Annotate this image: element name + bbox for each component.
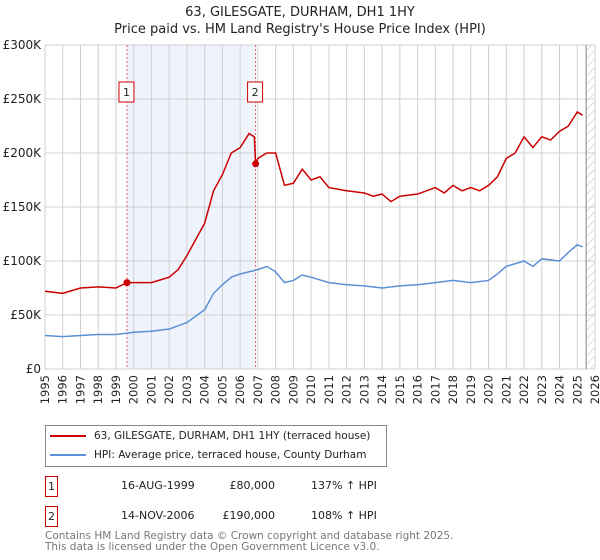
x-tick-label: 2013 bbox=[357, 375, 371, 404]
sale-date: 14-NOV-2006 bbox=[121, 509, 195, 522]
x-tick-label: 2005 bbox=[215, 375, 229, 404]
x-tick-label: 2010 bbox=[304, 375, 318, 404]
x-tick-label: 1998 bbox=[91, 375, 105, 404]
legend-item-hpi: HPI: Average price, terraced house, Coun… bbox=[46, 445, 386, 464]
chart-subtitle: Price paid vs. HM Land Registry's House … bbox=[114, 22, 486, 37]
series-line bbox=[44, 110, 583, 295]
sale-badge: 2 bbox=[45, 506, 58, 527]
legend: 63, GILESGATE, DURHAM, DH1 1HY (terraced… bbox=[45, 425, 387, 467]
y-tick-label: £0 bbox=[26, 362, 41, 376]
y-tick-label: £300K bbox=[3, 38, 43, 52]
y-tick-label: £200K bbox=[3, 146, 43, 160]
x-tick-label: 2022 bbox=[517, 375, 531, 404]
x-tick-label: 2001 bbox=[144, 375, 158, 404]
y-tick-label: £50K bbox=[10, 308, 42, 322]
sale-marker-box bbox=[118, 81, 135, 103]
sale-point bbox=[123, 279, 131, 287]
footer: Contains HM Land Registry data © Crown c… bbox=[45, 531, 453, 553]
sale-point bbox=[252, 160, 260, 168]
x-tick-label: 2025 bbox=[570, 375, 584, 404]
sale-price: £80,000 bbox=[229, 479, 276, 492]
x-tick-label: 2015 bbox=[393, 375, 407, 404]
sale-badge: 1 bbox=[45, 476, 58, 497]
x-tick-label: 1997 bbox=[73, 375, 87, 404]
x-tick-label: 1999 bbox=[109, 375, 123, 404]
y-tick-label: £100K bbox=[3, 254, 43, 268]
x-tick-label: 1995 bbox=[38, 375, 52, 404]
x-tick-label: 2009 bbox=[286, 375, 300, 404]
sale-date: 16-AUG-1999 bbox=[121, 479, 195, 492]
y-tick-label: £150K bbox=[3, 200, 43, 214]
red-line-swatch bbox=[50, 434, 86, 437]
x-tick-label: 2007 bbox=[251, 375, 265, 404]
x-tick-label: 2003 bbox=[180, 375, 194, 404]
x-tick-label: 2016 bbox=[411, 375, 425, 404]
x-tick-label: 2004 bbox=[198, 375, 212, 404]
x-tick-label: 2014 bbox=[375, 375, 389, 404]
x-tick-label: 2006 bbox=[233, 375, 247, 404]
sale-marker-box bbox=[247, 81, 264, 103]
series-line bbox=[44, 243, 583, 338]
plot: 1995 1996 1997 1998 1999 2000 2001 2002 2003 2004… bbox=[3, 38, 600, 404]
x-tick-label: 2026 bbox=[588, 375, 600, 404]
x-tick-label: 2023 bbox=[535, 375, 549, 404]
x-tick-label: 2024 bbox=[553, 375, 567, 404]
sale-row-2: 2 14-NOV-2006 £190,000 108% ↑ HPI bbox=[45, 506, 445, 527]
sale-hpi: 108% ↑ HPI bbox=[311, 509, 377, 522]
x-tick-label: 2018 bbox=[446, 375, 460, 404]
x-tick-label: 2002 bbox=[162, 375, 176, 404]
x-tick-label: 2019 bbox=[464, 375, 478, 404]
sale-price: £190,000 bbox=[222, 509, 276, 522]
x-tick-label: 2017 bbox=[428, 375, 442, 404]
sale-row-1: 1 16-AUG-1999 £80,000 137% ↑ HPI bbox=[45, 476, 445, 497]
legend-label: 63, GILESGATE, DURHAM, DH1 1HY (terraced… bbox=[94, 429, 371, 442]
sale-marker-label: 1 bbox=[123, 86, 130, 99]
x-tick-label: 2020 bbox=[482, 375, 496, 404]
x-tick-label: 2000 bbox=[127, 375, 141, 404]
x-tick-label: 2011 bbox=[322, 375, 336, 404]
legend-label: HPI: Average price, terraced house, Coun… bbox=[94, 448, 367, 461]
x-tick-label: 2021 bbox=[499, 375, 513, 404]
chart-title: 63, GILESGATE, DURHAM, DH1 1HY bbox=[185, 5, 415, 20]
sale-marker-label: 2 bbox=[252, 86, 259, 99]
blue-line-swatch bbox=[50, 453, 86, 456]
footer-licence: This data is licensed under the Open Gov… bbox=[45, 541, 380, 553]
sale-hpi: 137% ↑ HPI bbox=[311, 479, 377, 492]
x-tick-label: 2012 bbox=[340, 375, 354, 404]
y-tick-label: £250K bbox=[3, 92, 43, 106]
x-tick-label: 1996 bbox=[56, 375, 70, 404]
footer-copyright: Contains HM Land Registry data © Crown c… bbox=[45, 530, 454, 542]
x-tick-label: 2008 bbox=[269, 375, 283, 404]
legend-item-property: 63, GILESGATE, DURHAM, DH1 1HY (terraced… bbox=[46, 426, 386, 445]
